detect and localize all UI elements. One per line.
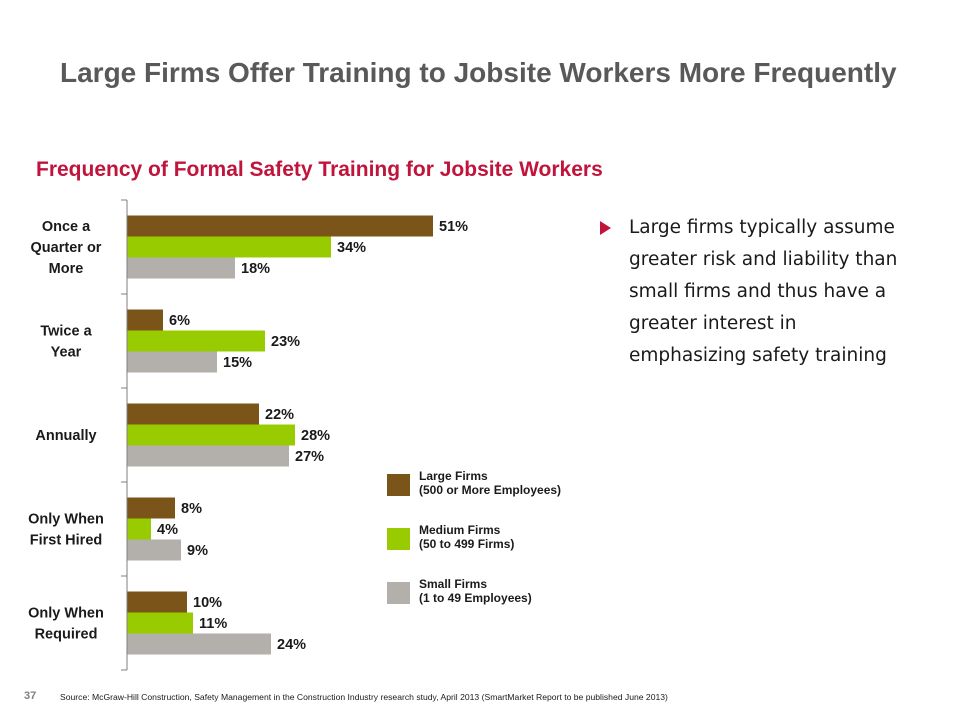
- source-note: Source: McGraw-Hill Construction, Safety…: [60, 692, 668, 702]
- legend-label-medium-line2: (50 to 499 Firms): [419, 537, 515, 551]
- bar-medium-1: [127, 330, 265, 352]
- data-label-medium-2: 28%: [301, 428, 330, 444]
- category-label-4-line0: Only When: [28, 606, 104, 622]
- data-label-medium-4: 11%: [199, 616, 227, 632]
- chart-title: Frequency of Formal Safety Training for …: [36, 158, 603, 181]
- bar-small-4: [127, 633, 271, 655]
- legend-swatch-small: [387, 582, 410, 604]
- data-label-medium-0: 34%: [337, 240, 366, 256]
- bullet-arrow-icon: [600, 221, 611, 235]
- legend-label-small-line1: Small Firms: [419, 577, 488, 591]
- category-label-0-line2: More: [49, 261, 84, 277]
- data-label-large-0: 51%: [439, 219, 468, 235]
- bar-small-3: [127, 539, 181, 561]
- category-label-1-line0: Twice a: [40, 324, 92, 340]
- bullet-point: Large firms typically assume greater ris…: [600, 212, 900, 372]
- category-label-4-line1: Required: [35, 627, 98, 643]
- bar-large-0: [127, 215, 433, 237]
- bullet-text: Large firms typically assume greater ris…: [629, 217, 898, 366]
- legend-label-large-line2: (500 or More Employees): [419, 483, 562, 497]
- page-number: 37: [24, 690, 37, 702]
- bar-small-1: [127, 351, 217, 373]
- bar-medium-2: [127, 424, 295, 446]
- data-label-large-3: 8%: [181, 501, 202, 517]
- legend-label-medium-line1: Medium Firms: [419, 523, 501, 537]
- bar-small-2: [127, 445, 289, 467]
- data-label-small-4: 24%: [277, 637, 306, 653]
- category-label-0-line0: Once a: [42, 219, 91, 235]
- data-label-small-2: 27%: [295, 449, 324, 465]
- bar-large-4: [127, 591, 187, 613]
- bar-small-0: [127, 257, 235, 279]
- data-label-large-4: 10%: [193, 595, 222, 611]
- category-label-1-line1: Year: [51, 345, 82, 361]
- category-label-2-line0: Annually: [35, 428, 96, 444]
- category-label-3-line1: First Hired: [30, 533, 103, 549]
- data-label-large-1: 6%: [169, 313, 190, 329]
- data-label-small-1: 15%: [223, 355, 252, 371]
- data-label-large-2: 22%: [265, 407, 294, 423]
- category-label-3-line0: Only When: [28, 512, 104, 528]
- bar-medium-3: [127, 518, 151, 540]
- data-label-medium-1: 23%: [271, 334, 300, 350]
- legend-label-small-line2: (1 to 49 Employees): [419, 591, 532, 605]
- data-label-medium-3: 4%: [157, 522, 178, 538]
- legend-swatch-medium: [387, 528, 410, 550]
- slide-title: Large Firms Offer Training to Jobsite Wo…: [60, 57, 897, 88]
- bar-large-2: [127, 403, 259, 425]
- data-label-small-0: 18%: [241, 261, 270, 277]
- bar-chart: 51% 34% 18% Once a Quarter or More 6% 23% 15% Twi…: [28, 199, 468, 671]
- bar-large-1: [127, 309, 163, 331]
- bar-medium-0: [127, 236, 331, 258]
- bar-medium-4: [127, 612, 193, 634]
- legend-swatch-large: [387, 474, 410, 496]
- category-label-0-line1: Quarter or: [31, 240, 102, 256]
- bar-large-3: [127, 497, 175, 519]
- data-label-small-3: 9%: [187, 543, 208, 559]
- legend-label-large-line1: Large Firms: [419, 469, 488, 483]
